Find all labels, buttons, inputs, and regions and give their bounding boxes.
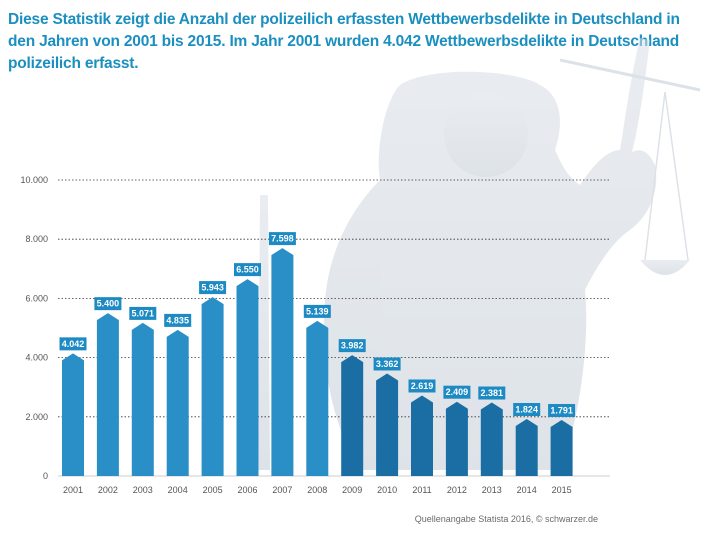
data-label-box	[94, 297, 122, 311]
data-label-box	[268, 232, 296, 246]
y-tick-label: 4.000	[25, 353, 48, 363]
x-tick-label: 2005	[203, 485, 223, 495]
x-tick-label: 2002	[98, 485, 118, 495]
bar	[271, 248, 294, 476]
bar	[515, 419, 538, 476]
y-tick-label: 2.000	[25, 412, 48, 422]
data-label-box	[59, 337, 87, 351]
data-label-box	[164, 313, 192, 327]
x-tick-label: 2014	[517, 485, 537, 495]
x-tick-label: 2013	[482, 485, 502, 495]
data-label-box	[478, 386, 506, 400]
data-label-box	[513, 403, 541, 417]
x-axis: 2001 2002 2003 2004 2005 2006 2007 2008 2009 2010…	[63, 485, 572, 495]
x-tick-label: 2006	[237, 485, 257, 495]
data-label-box	[548, 403, 576, 417]
data-label: 3.982	[341, 341, 364, 351]
bar	[96, 313, 119, 476]
x-tick-label: 2004	[168, 485, 188, 495]
bar	[341, 355, 364, 476]
bar	[480, 402, 503, 476]
data-label: 4.835	[166, 315, 189, 325]
y-tick-label: 0	[43, 471, 48, 481]
x-tick-label: 2001	[63, 485, 83, 495]
bar	[131, 322, 154, 476]
x-tick-label: 2009	[342, 485, 362, 495]
data-label-box	[373, 357, 401, 371]
bar	[376, 373, 399, 476]
justice-statue-background	[258, 38, 701, 470]
x-tick-label: 2008	[307, 485, 327, 495]
x-tick-label: 2010	[377, 485, 397, 495]
data-label: 3.362	[376, 359, 399, 369]
data-label: 5.400	[97, 299, 120, 309]
data-label-box	[234, 263, 261, 277]
bar	[445, 401, 468, 476]
data-label-box	[443, 385, 471, 399]
bar	[62, 353, 84, 476]
x-tick-label: 2011	[412, 485, 431, 495]
x-tick-label: 2003	[133, 485, 153, 495]
data-label-box	[129, 306, 157, 320]
chart-headline: Diese Statistik zeigt die Anzahl der pol…	[8, 11, 680, 72]
y-tick-label: 6.000	[25, 293, 48, 303]
data-label: 5.943	[201, 283, 224, 293]
bars	[62, 248, 573, 476]
data-label-box	[408, 379, 436, 393]
data-label: 4.042	[62, 339, 85, 349]
data-label: 5.071	[132, 308, 155, 318]
data-label: 1.791	[550, 405, 573, 415]
data-labels: 4.042 5.400 5.071 4.835 5.943 6.550 7.598 5.139…	[59, 232, 576, 417]
y-tick-label: 8.000	[25, 234, 48, 244]
data-label: 2.619	[411, 381, 434, 391]
x-tick-label: 2015	[552, 485, 572, 495]
data-label: 5.139	[306, 306, 329, 316]
bar	[306, 320, 329, 476]
data-label: 2.409	[446, 387, 469, 397]
bar	[550, 419, 573, 476]
source-note: Quellenangabe Statista 2016, © schwarzer…	[414, 514, 598, 524]
data-label: 7.598	[271, 234, 294, 244]
x-tick-label: 2007	[272, 485, 292, 495]
data-label: 6.550	[236, 265, 259, 275]
data-label: 2.381	[481, 388, 504, 398]
data-label-box	[338, 339, 366, 353]
y-axis: 0 2.000 4.000 6.000 8.000 10.000	[20, 175, 48, 481]
bar	[201, 297, 224, 476]
bar	[166, 329, 189, 476]
x-tick-label: 2012	[447, 485, 467, 495]
bar	[236, 279, 259, 476]
data-label: 1.824	[515, 405, 538, 415]
data-label-box	[303, 304, 331, 318]
y-tick-label: 10.000	[20, 175, 48, 185]
bar	[411, 395, 433, 476]
data-label-box	[199, 281, 227, 295]
